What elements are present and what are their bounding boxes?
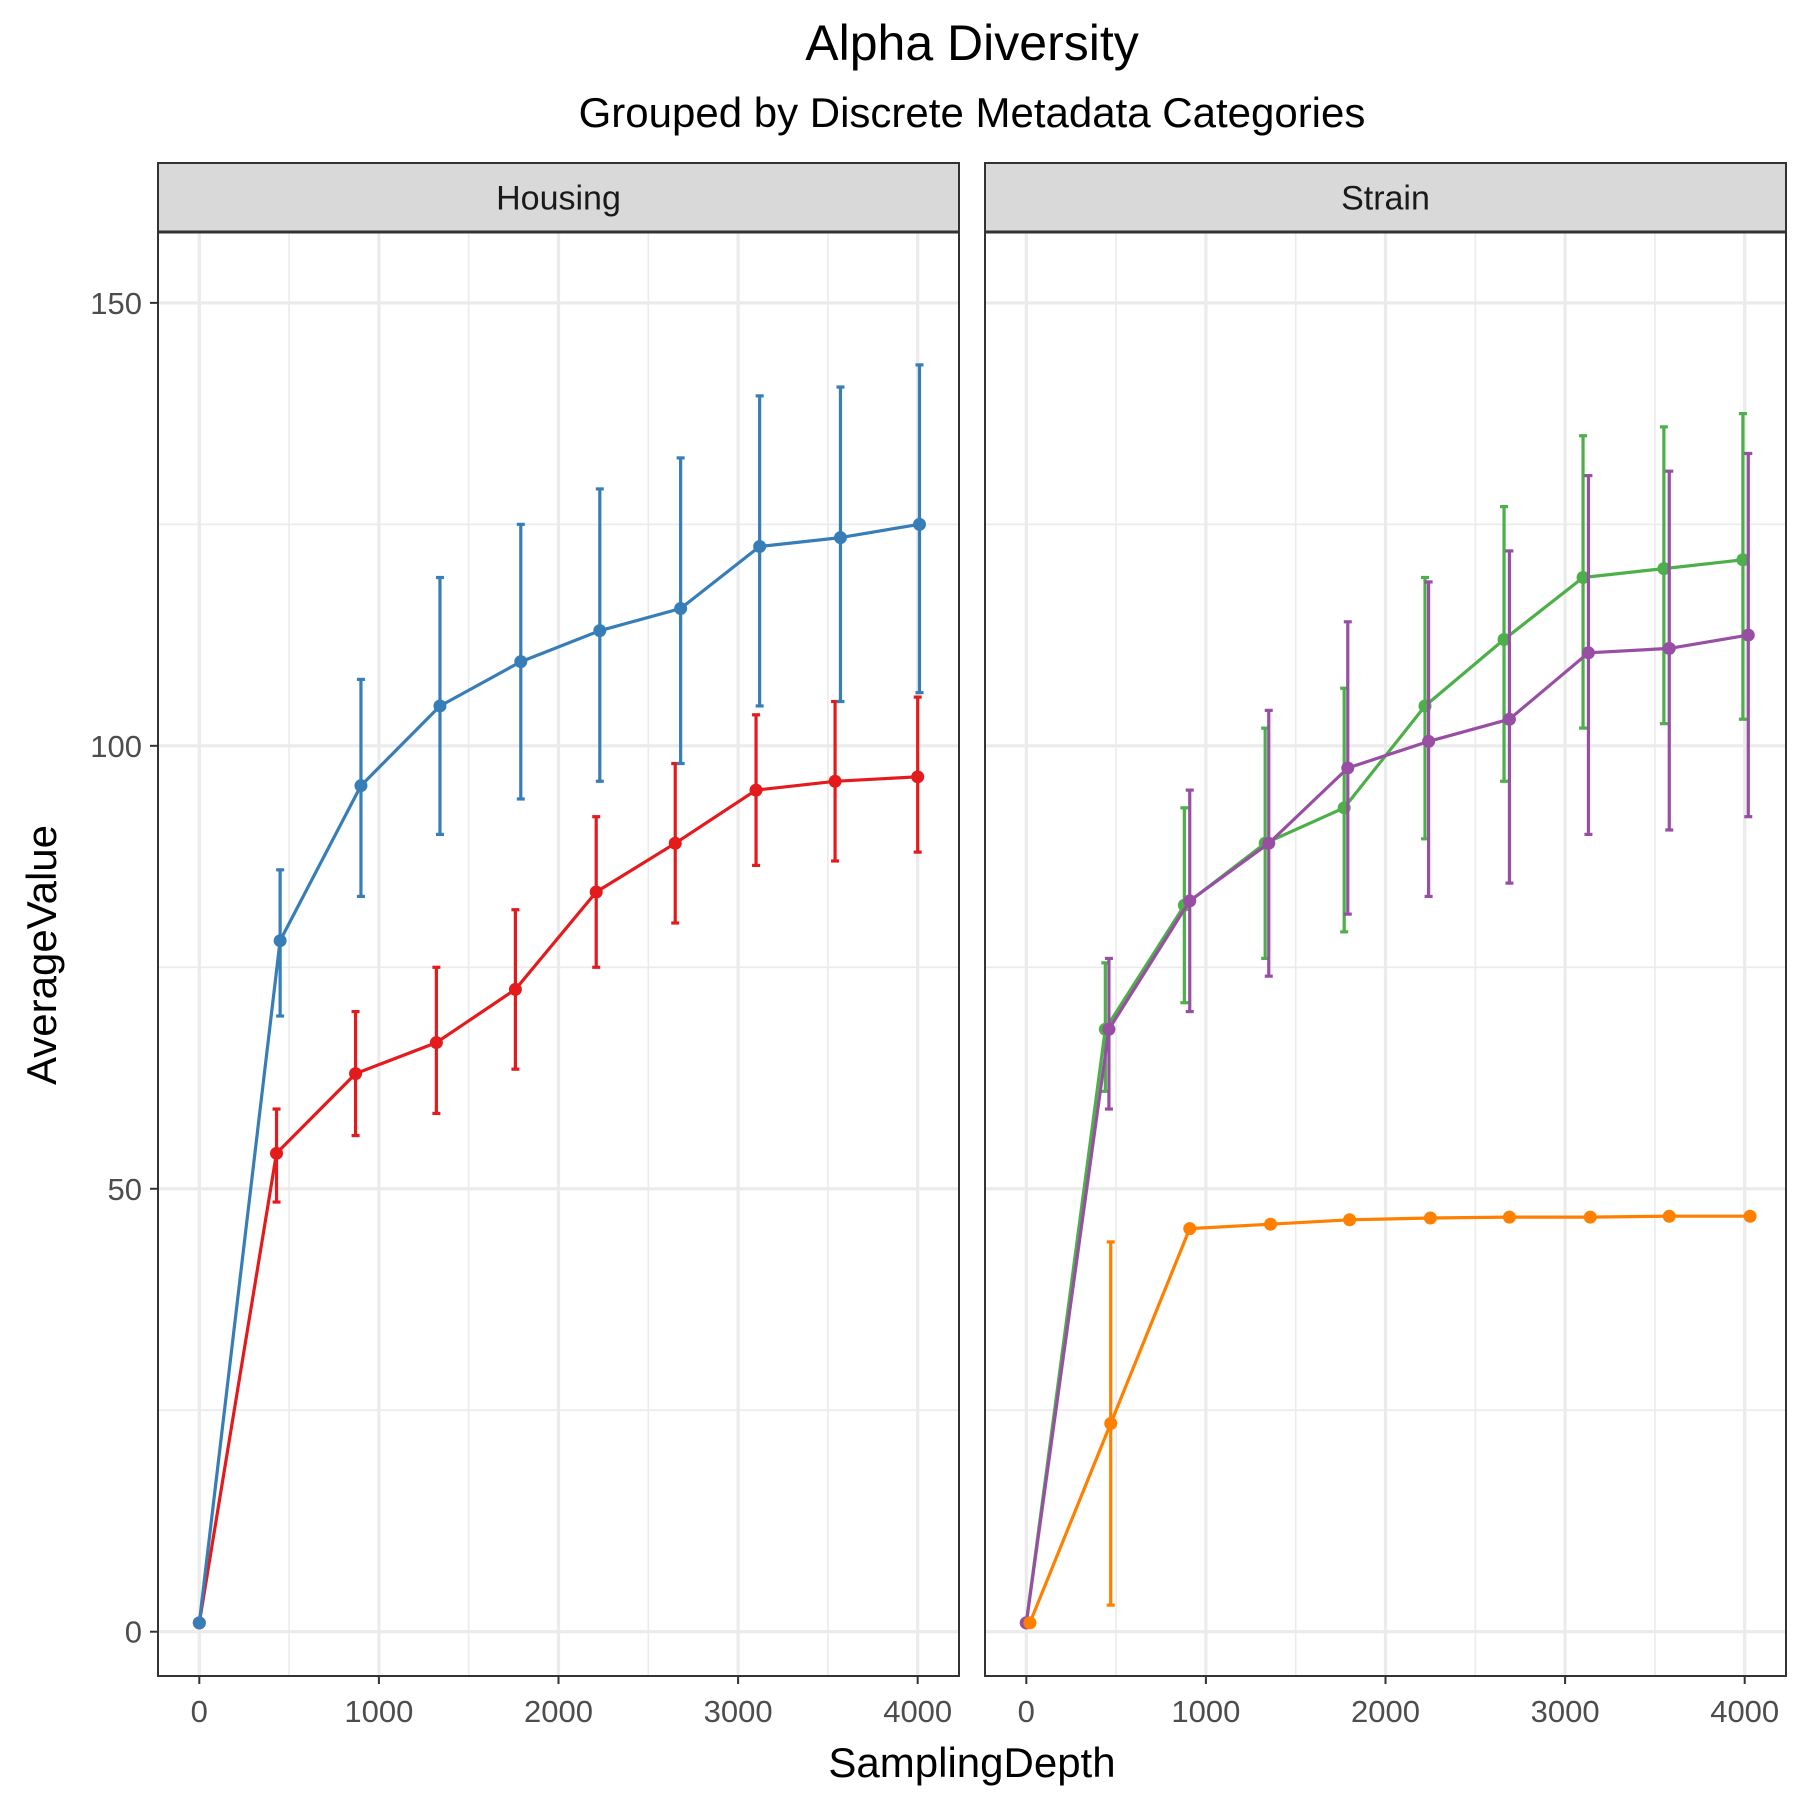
data-point	[1502, 712, 1516, 726]
panel-housing: Housing 0 1000 2000 3000 4000 0 50 100 150	[90, 162, 960, 1729]
series-line	[1024, 633, 1749, 1624]
x-tick-label: 0	[191, 1694, 208, 1729]
data-point	[1657, 562, 1671, 576]
x-tick-label: 3000	[704, 1694, 773, 1729]
data-point	[1662, 1209, 1676, 1223]
chart-subtitle: Grouped by Discrete Metadata Categories	[579, 89, 1366, 136]
data-point	[433, 699, 447, 713]
series-strain-1	[1019, 451, 1755, 1630]
x-tick-label: 1000	[344, 1694, 413, 1729]
data-point	[354, 779, 368, 793]
data-point	[429, 1036, 443, 1050]
y-tick-label: 50	[108, 1172, 142, 1207]
x-tick-label: 4000	[883, 1694, 952, 1729]
data-point	[1102, 1022, 1116, 1036]
series-line	[197, 522, 920, 1623]
data-point	[1736, 553, 1750, 567]
data-point	[1497, 633, 1511, 647]
series-strain-2	[1023, 1209, 1757, 1630]
y-tick-label: 0	[125, 1615, 142, 1650]
data-point	[911, 770, 925, 784]
data-point	[1262, 836, 1276, 850]
data-point	[349, 1067, 363, 1081]
data-point	[514, 655, 528, 669]
data-point	[749, 783, 763, 797]
series-housing-1	[192, 363, 926, 1630]
data-point	[668, 836, 682, 850]
series-line	[197, 775, 918, 1624]
data-point	[1576, 570, 1590, 584]
data-point	[833, 531, 847, 545]
x-tick-label: 1000	[1171, 1694, 1240, 1729]
x-tick-label: 2000	[524, 1694, 593, 1729]
series-line	[1028, 1214, 1751, 1624]
data-point	[1743, 1209, 1757, 1223]
panel-strain: Strain 0 1000 2000 3000 4000	[984, 162, 1787, 1729]
data-point	[273, 934, 287, 948]
data-point	[1023, 1616, 1037, 1630]
x-tick-label: 4000	[1710, 1694, 1779, 1729]
data-point	[753, 539, 767, 553]
data-point	[508, 982, 522, 996]
x-tick-label: 0	[1018, 1694, 1035, 1729]
strip-background	[984, 162, 1787, 233]
data-point	[1183, 894, 1197, 908]
y-tick-label: 100	[90, 729, 142, 764]
data-point	[593, 624, 607, 638]
data-point	[1104, 1417, 1118, 1431]
x-tick-label: 2000	[1351, 1694, 1420, 1729]
data-point	[1264, 1217, 1278, 1231]
data-point	[1341, 761, 1355, 775]
data-point	[192, 1616, 206, 1630]
data-point	[1741, 628, 1755, 642]
data-point	[1583, 1210, 1597, 1224]
x-axis-title: SamplingDepth	[828, 1739, 1115, 1786]
data-point	[912, 517, 926, 531]
data-point	[674, 602, 688, 616]
strip-background	[157, 162, 960, 233]
data-point	[1662, 641, 1676, 655]
data-point	[1502, 1210, 1516, 1224]
x-tick-label: 3000	[1531, 1694, 1600, 1729]
strip-label-strain: Strain	[1341, 180, 1430, 218]
data-point	[828, 774, 842, 788]
data-point	[1423, 1211, 1437, 1225]
data-point	[1422, 734, 1436, 748]
data-point	[1343, 1213, 1357, 1227]
data-point	[1183, 1222, 1197, 1236]
y-tick-label: 150	[90, 286, 142, 321]
data-point	[270, 1146, 284, 1160]
strip-label-housing: Housing	[496, 180, 621, 218]
chart-title: Alpha Diversity	[805, 15, 1138, 71]
data-point	[1581, 646, 1595, 660]
series-housing-0	[192, 695, 925, 1630]
data-point	[589, 885, 603, 899]
y-axis-title: AverageValue	[18, 825, 65, 1085]
